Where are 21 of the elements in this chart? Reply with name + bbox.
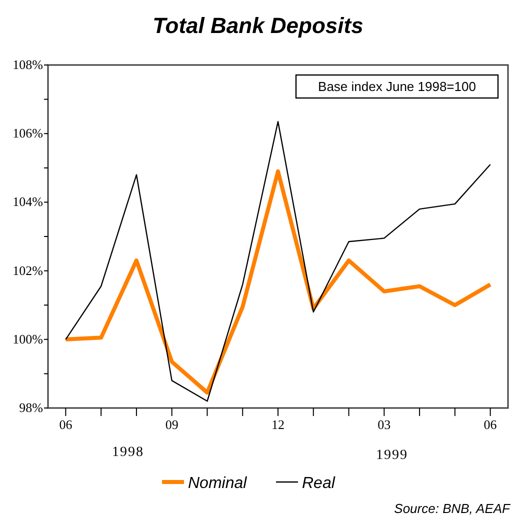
y-tick-label: 100% bbox=[12, 331, 44, 346]
y-tick-label: 104% bbox=[12, 194, 44, 210]
text: 1998 bbox=[112, 445, 144, 460]
legend-label: Nominal bbox=[188, 475, 248, 492]
legend-label: Real bbox=[302, 475, 336, 492]
x-tick-label: 06 bbox=[484, 417, 498, 432]
chart-title: Total Bank Deposits bbox=[152, 13, 364, 38]
source-note: Source: BNB, AEAF bbox=[394, 501, 512, 516]
x-tick-label: 12 bbox=[272, 417, 284, 432]
x-tick-label: 06 bbox=[59, 417, 73, 432]
annotation: Base index June 1998=100 bbox=[318, 79, 476, 94]
line-series bbox=[64, 169, 492, 395]
y-tick-label: 106% bbox=[12, 126, 44, 141]
note-box: Base index June 1998=100 bbox=[295, 74, 499, 99]
y-tick-label: 108% bbox=[12, 57, 44, 72]
y-tick-label: 98% bbox=[19, 400, 44, 415]
line-series bbox=[65, 120, 491, 402]
x-tick-label: 03 bbox=[378, 417, 391, 432]
y-tick-label: 102% bbox=[12, 262, 44, 278]
text: 1999 bbox=[376, 448, 408, 463]
x-tick-label: 09 bbox=[165, 417, 178, 432]
